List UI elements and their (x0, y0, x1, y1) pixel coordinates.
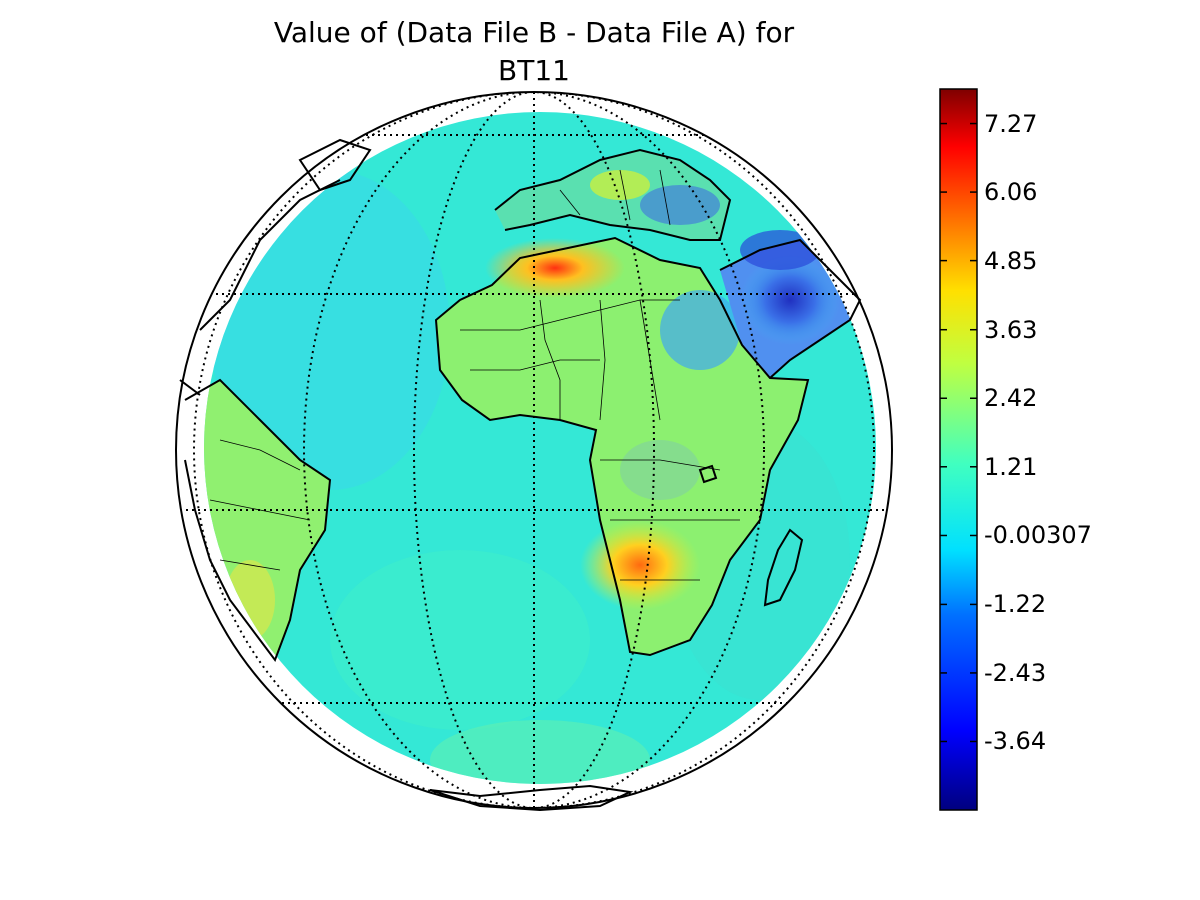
country-borders (209, 169, 740, 581)
colorbar-tick-label: -2.43 (984, 658, 1047, 687)
europe-coast (494, 148, 732, 241)
central-america-coast (179, 379, 201, 396)
coastlines (179, 138, 862, 812)
colorbar-tick-label: 6.06 (984, 178, 1038, 207)
colorbar-tick-label: -0.00307 (984, 521, 1092, 550)
south-america-coast (184, 378, 332, 663)
meridian-30 (303, 92, 765, 808)
madagascar-coast (763, 528, 804, 607)
antarctica-coast (429, 784, 634, 812)
north-america-coast (199, 179, 341, 331)
greenland-coast (298, 138, 372, 192)
lake-victoria (698, 464, 718, 484)
colorbar-tick-label: -3.64 (984, 727, 1047, 756)
chart-title-line-2: BT11 (498, 54, 570, 87)
colorbar-tick-label: 4.85 (984, 246, 1038, 275)
colorbar-tick-label: 3.63 (984, 315, 1038, 344)
africa-coast (434, 236, 810, 657)
colorbar-gradient (939, 88, 978, 811)
colorbar-tick-label: 1.21 (984, 452, 1038, 481)
meridian-60 (193, 92, 875, 808)
colorbar-tick-label: 7.27 (984, 109, 1038, 138)
colorbar-ticks (940, 122, 977, 743)
south-america-land (204, 380, 330, 660)
chart-title-line-1: Value of (Data File B - Data File A) for (273, 16, 795, 49)
colorbar-tick-label: 2.42 (984, 384, 1038, 413)
colorbar-tick-label: -1.22 (984, 590, 1047, 619)
meridian-15 (413, 92, 655, 808)
arabia-coast (719, 238, 862, 379)
graticule (176, 92, 892, 808)
